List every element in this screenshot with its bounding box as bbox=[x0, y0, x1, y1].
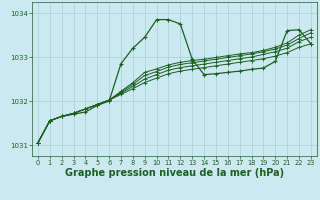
X-axis label: Graphe pression niveau de la mer (hPa): Graphe pression niveau de la mer (hPa) bbox=[65, 168, 284, 178]
